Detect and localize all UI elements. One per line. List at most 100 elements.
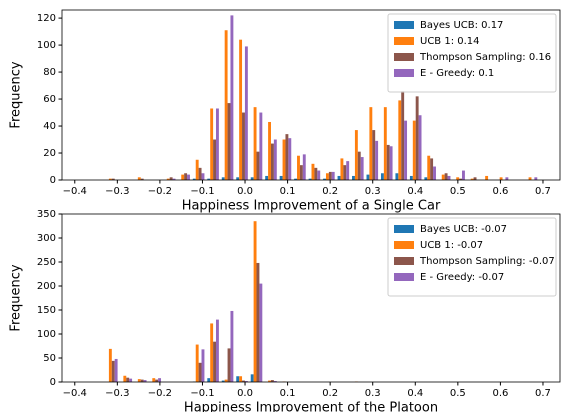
bar — [215, 319, 219, 382]
legend-swatch — [394, 21, 414, 29]
x-tick-label: 0.3 — [365, 186, 381, 197]
bar — [192, 178, 196, 180]
bar — [398, 100, 402, 180]
y-tick-label: 60 — [43, 94, 56, 105]
legend-label: Bayes UCB: -0.07 — [420, 224, 507, 235]
legend-label: Thompson Sampling: -0.07 — [419, 256, 555, 267]
legend-label: E - Greedy: 0.1 — [420, 68, 494, 79]
x-tick-label: 0.7 — [535, 388, 551, 399]
bar — [250, 374, 254, 382]
bar — [430, 158, 434, 180]
legend-box — [387, 217, 557, 297]
legend-swatch — [394, 37, 414, 45]
bar — [111, 360, 115, 382]
y-tick-label: 250 — [37, 257, 56, 268]
x-tick-label: 0.0 — [237, 388, 253, 399]
bar — [331, 171, 335, 180]
bar — [137, 379, 141, 382]
bar — [256, 262, 260, 382]
x-tick-label: 0.3 — [365, 388, 381, 399]
legend-box — [387, 13, 557, 93]
bar — [473, 177, 477, 180]
bar — [137, 177, 141, 180]
bar — [236, 376, 240, 382]
legend-swatch — [394, 225, 414, 233]
bar — [389, 146, 393, 180]
bar — [236, 177, 240, 180]
bar — [418, 115, 422, 180]
x-tick-label: −0.1 — [190, 388, 214, 399]
bar — [270, 143, 274, 180]
bar — [140, 379, 144, 382]
bar — [213, 139, 216, 180]
x-tick-label: 0.6 — [492, 388, 508, 399]
bar — [227, 103, 231, 180]
bar — [314, 167, 318, 180]
x-tick-label: 0.2 — [322, 186, 338, 197]
bar — [441, 174, 445, 180]
bar — [166, 178, 170, 180]
bar — [308, 178, 312, 180]
bar — [279, 175, 283, 180]
bar — [311, 163, 315, 180]
legend-swatch — [394, 241, 414, 249]
y-tick-label: 350 — [37, 209, 56, 220]
x-tick-label: 0.6 — [492, 186, 508, 197]
y-axis-label: Frequency — [9, 264, 24, 331]
bar — [299, 165, 303, 180]
x-tick-label: −0.1 — [190, 186, 214, 197]
bar — [456, 177, 460, 180]
y-tick-label: 100 — [37, 40, 56, 51]
bar — [250, 177, 254, 180]
bar — [528, 177, 532, 180]
bar — [386, 144, 390, 180]
bar — [244, 381, 248, 382]
bar — [433, 166, 436, 180]
plot-frame — [61, 9, 561, 181]
bar — [346, 161, 350, 180]
bar — [210, 323, 214, 382]
bar — [369, 107, 373, 180]
bar — [187, 174, 190, 180]
bar — [230, 310, 234, 382]
y-tick-label: 200 — [37, 281, 56, 292]
x-tick-label: 0.1 — [280, 186, 296, 197]
bar — [111, 178, 115, 180]
plot-frame — [61, 213, 561, 383]
bar — [221, 380, 225, 382]
bar — [184, 173, 188, 180]
bar — [129, 378, 133, 382]
bar — [172, 178, 176, 180]
bar — [242, 380, 245, 382]
bar — [499, 177, 503, 180]
bar — [444, 173, 448, 180]
bar — [297, 155, 300, 180]
bar — [215, 108, 219, 180]
x-tick-label: 0.5 — [450, 186, 466, 197]
bar — [485, 175, 489, 180]
legend-label: Bayes UCB: 0.17 — [420, 20, 503, 31]
x-tick-label: −0.2 — [148, 388, 172, 399]
bar — [207, 178, 211, 180]
bar — [239, 376, 243, 382]
bar — [253, 221, 257, 382]
bar — [459, 178, 463, 180]
bar — [207, 378, 211, 382]
y-tick-label: 0 — [50, 175, 56, 186]
bar — [343, 165, 347, 180]
x-tick-label: 0.4 — [407, 388, 423, 399]
bar — [383, 107, 387, 180]
x-axis-label: Happiness Improvement of a Single Car — [182, 199, 441, 214]
bar — [282, 139, 286, 180]
bar — [155, 379, 159, 382]
bar — [195, 159, 199, 180]
bar — [288, 138, 292, 180]
y-tick-label: 80 — [43, 67, 56, 78]
bar — [224, 379, 228, 382]
bar — [114, 358, 118, 382]
y-tick-label: 20 — [43, 148, 56, 159]
bar — [404, 120, 408, 180]
y-tick-label: 120 — [37, 13, 56, 24]
x-tick-label: −0.4 — [63, 388, 87, 399]
